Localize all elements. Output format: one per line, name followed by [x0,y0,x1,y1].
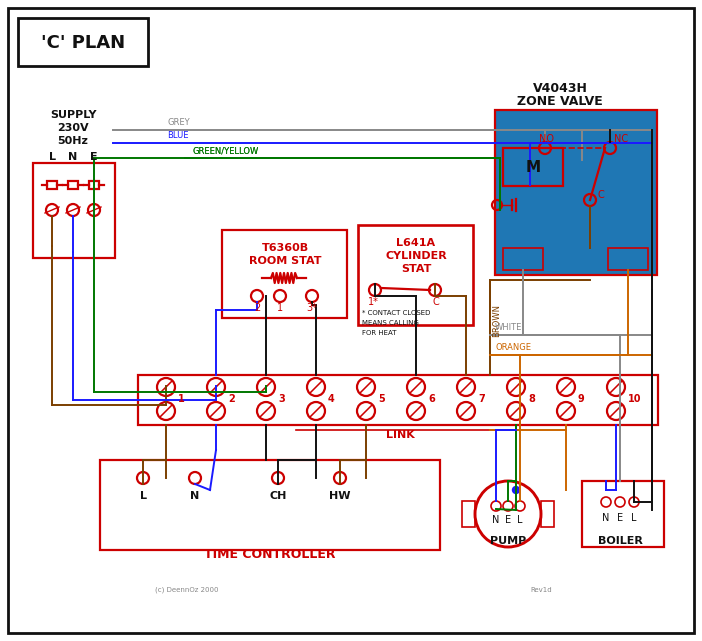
Text: 1: 1 [277,303,283,313]
Bar [358,225,473,325]
Text: 10: 10 [628,394,642,404]
Text: 9: 9 [578,394,585,404]
Bar [462,501,475,527]
Text: 8: 8 [528,394,535,404]
Circle shape [512,487,519,494]
Text: 1: 1 [178,394,185,404]
Bar [33,163,115,258]
Text: L: L [140,491,147,501]
Text: 'C' PLAN: 'C' PLAN [41,34,125,52]
Text: E: E [505,515,511,525]
Text: GREEN/YELLOW: GREEN/YELLOW [192,146,258,155]
Text: PUMP: PUMP [490,536,526,546]
Bar [495,110,657,275]
Text: CH: CH [270,491,286,501]
Bar [18,18,148,66]
Text: C: C [597,190,604,200]
Text: M: M [525,160,541,174]
Text: FOR HEAT: FOR HEAT [362,330,397,336]
Text: 6: 6 [428,394,435,404]
Text: NO: NO [539,134,554,144]
Text: 230V: 230V [57,123,89,133]
Text: T6360B: T6360B [261,243,309,253]
Text: 5: 5 [378,394,385,404]
Text: NC: NC [614,134,628,144]
Text: N: N [492,515,500,525]
Text: N: N [602,513,610,523]
Text: 3: 3 [278,394,285,404]
Bar [89,181,99,189]
Text: ROOM STAT: ROOM STAT [249,256,322,266]
Text: C: C [432,297,439,307]
Text: SUPPLY: SUPPLY [50,110,96,120]
Text: 2: 2 [254,303,260,313]
Bar [100,460,440,550]
Text: GREEN/YELLOW: GREEN/YELLOW [192,146,258,155]
Text: L: L [631,513,637,523]
Text: 3*: 3* [307,303,317,313]
Text: TIME CONTROLLER: TIME CONTROLLER [204,549,336,562]
Text: BLUE: BLUE [167,131,189,140]
Text: HW: HW [329,491,351,501]
Bar [222,230,347,318]
Text: 4: 4 [328,394,335,404]
Text: 2: 2 [228,394,234,404]
Text: 50Hz: 50Hz [58,136,88,146]
Text: 7: 7 [478,394,485,404]
Text: L: L [48,152,55,162]
Text: BROWN: BROWN [492,303,501,337]
Text: Rev1d: Rev1d [530,587,552,593]
Text: N: N [68,152,78,162]
Bar [47,181,57,189]
Text: GREY: GREY [167,118,190,127]
Bar [541,501,554,527]
Text: E: E [90,152,98,162]
Text: N: N [190,491,199,501]
Text: 1*: 1* [368,297,378,307]
Text: L641A: L641A [397,238,435,248]
Bar [582,481,664,547]
Text: ZONE VALVE: ZONE VALVE [517,94,603,108]
Text: MEANS CALLING: MEANS CALLING [362,320,419,326]
Text: L: L [517,515,523,525]
Text: LINK: LINK [385,430,414,440]
Text: BOILER: BOILER [597,536,642,546]
Bar [495,110,657,275]
Text: (c) DeennOz 2000: (c) DeennOz 2000 [155,587,218,594]
Text: ORANGE: ORANGE [495,343,531,352]
Bar [608,248,648,270]
Text: WHITE: WHITE [495,323,522,332]
Bar [138,375,658,425]
Text: CYLINDER: CYLINDER [385,251,447,261]
Text: * CONTACT CLOSED: * CONTACT CLOSED [362,310,430,316]
Bar [68,181,78,189]
Bar [503,248,543,270]
Text: E: E [617,513,623,523]
Text: V4043H: V4043H [533,81,588,94]
Text: STAT: STAT [401,264,431,274]
Bar [503,148,563,186]
